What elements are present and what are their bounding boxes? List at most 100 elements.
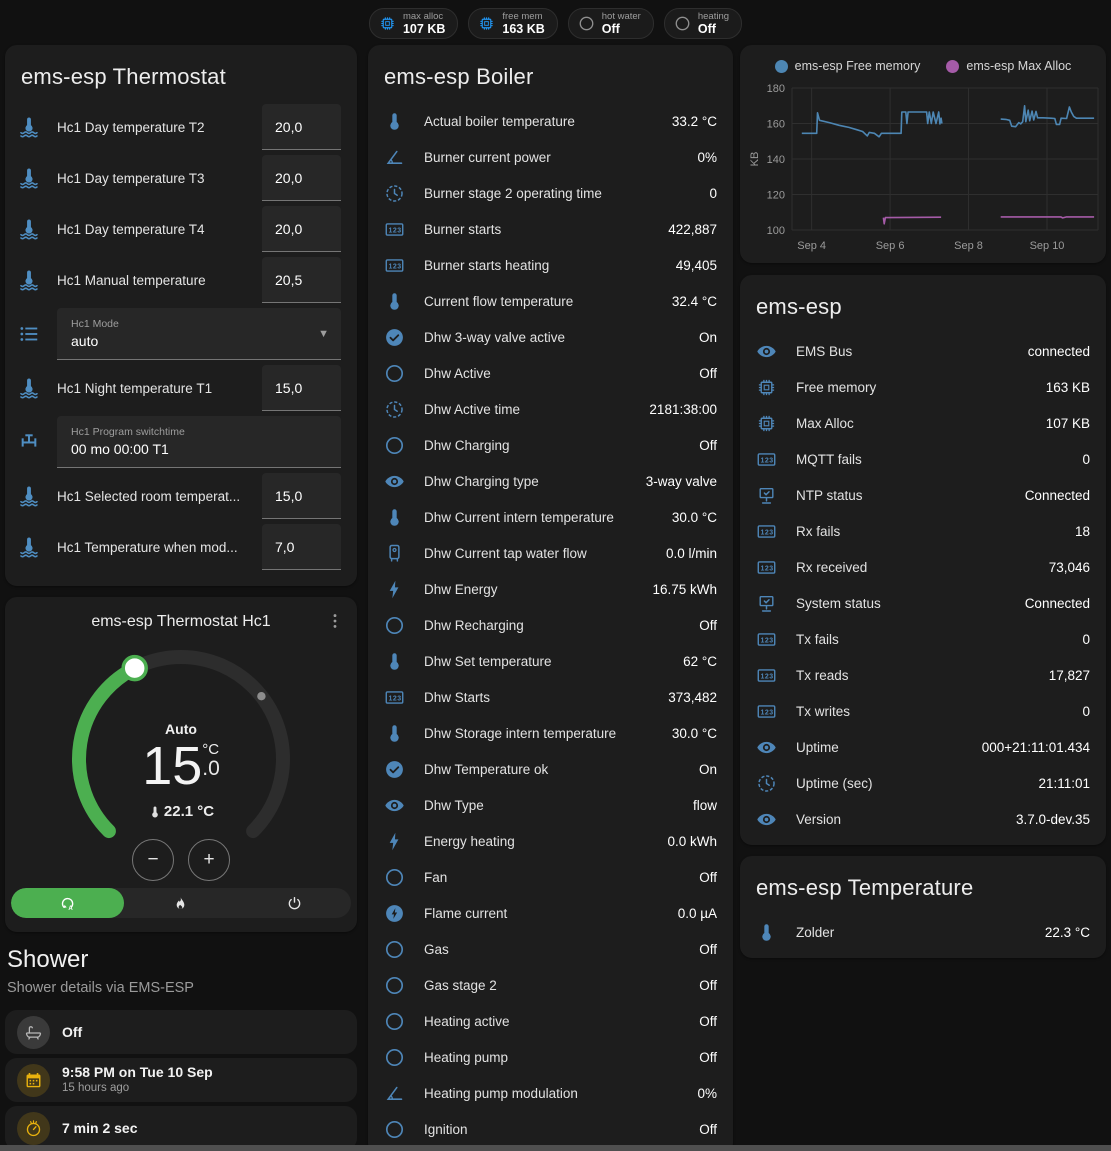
shower-card-0[interactable]: Off [5,1010,357,1054]
entity-row[interactable]: 1 2 3 Tx writes 0 [740,693,1106,729]
card-title: ems-esp Thermostat [21,64,226,89]
entity-row[interactable]: 1 2 3 Rx received 73,046 [740,549,1106,585]
entity-row[interactable]: Dhw Temperature ok On [368,751,733,787]
entity-row[interactable]: Dhw Active Off [368,355,733,391]
number-input[interactable]: 20,0 [262,104,341,150]
entity-row[interactable]: Dhw Storage intern temperature 30.0 °C [368,715,733,751]
entity-row[interactable]: Zolder 22.3 °C [740,914,1106,950]
entity-row[interactable]: Uptime (sec) 21:11:01 [740,765,1106,801]
status-chip-max-alloc[interactable]: max alloc 107 KB [368,8,459,39]
entity-row[interactable]: 1 2 3 Tx reads 17,827 [740,657,1106,693]
entity-value: Off [699,1049,717,1065]
number-input[interactable]: 20,0 [262,206,341,252]
shower-card-2[interactable]: 7 min 2 sec [5,1106,357,1150]
hvac-mode-auto-button[interactable]: A [11,888,125,918]
entity-row[interactable]: Dhw Charging Off [368,427,733,463]
circle-icon [384,435,408,456]
entity-row[interactable]: Dhw Type flow [368,787,733,823]
status-chip-free-mem[interactable]: free mem 163 KB [468,8,558,39]
horizontal-scrollbar[interactable] [0,1145,1111,1151]
entity-row[interactable]: Energy heating 0.0 kWh [368,823,733,859]
entity-row[interactable]: Dhw Energy 16.75 kWh [368,571,733,607]
entity-row[interactable]: 1 2 3 Burner starts heating 49,405 [368,247,733,283]
clock-icon [384,399,408,420]
hvac-mode-switcher: A [11,888,351,918]
mode-select[interactable]: Hc1 Mode auto ▼ [57,308,341,360]
number-input[interactable]: 20,5 [262,257,341,303]
temperature-card: ems-esp Temperature Zolder 22.3 °C [740,856,1106,958]
entity-row[interactable]: EMS Bus connected [740,333,1106,369]
field-label: Hc1 Day temperature T2 [57,119,205,135]
entity-row[interactable]: Gas Off [368,931,733,967]
entity-row[interactable]: 1 2 3 Burner starts 422,887 [368,211,733,247]
svg-text:3: 3 [397,227,401,234]
number-input[interactable]: 20,0 [262,155,341,201]
shower-card-1[interactable]: 9:58 PM on Tue 10 Sep 15 hours ago [5,1058,357,1102]
entity-row[interactable]: Fan Off [368,859,733,895]
svg-text:1: 1 [761,709,765,716]
entity-row[interactable]: Current flow temperature 32.4 °C [368,283,733,319]
thermometer-icon [384,507,408,528]
circle-icon [384,1011,408,1032]
dial-arc[interactable] [55,635,307,873]
entity-row[interactable]: System status Connected [740,585,1106,621]
entity-row[interactable]: Max Alloc 107 KB [740,405,1106,441]
temp-increase-button[interactable]: + [188,839,230,881]
legend-item[interactable]: ems-esp Free memory [774,59,920,73]
water-boiler-icon [384,543,408,564]
entity-row[interactable]: Burner stage 2 operating time 0 [368,175,733,211]
entity-row[interactable]: Ignition Off [368,1111,733,1147]
entity-row[interactable]: Free memory 163 KB [740,369,1106,405]
svg-text:1: 1 [761,565,765,572]
eye-icon [756,737,780,758]
temperature-entity-list: Zolder 22.3 °C [740,914,1106,958]
number-input[interactable]: 15,0 [262,473,341,519]
entity-row[interactable]: Actual boiler temperature 33.2 °C [368,103,733,139]
entity-row[interactable]: NTP status Connected [740,477,1106,513]
entity-row[interactable]: Dhw 3-way valve active On [368,319,733,355]
card-menu-button[interactable] [321,607,349,635]
entity-value: 73,046 [1048,559,1090,575]
status-chip-heating[interactable]: heating Off [663,8,743,39]
entity-row[interactable]: Dhw Charging type 3-way valve [368,463,733,499]
entity-row[interactable]: 1 2 3 Tx fails 0 [740,621,1106,657]
entity-label: Tx writes [796,703,850,719]
number-input[interactable]: 15,0 [262,365,341,411]
entity-row[interactable]: Burner current power 0% [368,139,733,175]
entity-row[interactable]: Heating pump modulation 0% [368,1075,733,1111]
coolant-thermometer-icon [20,270,38,291]
field-label: Hc1 Day temperature T3 [57,170,205,186]
status-chip-hot-water[interactable]: hot water Off [567,8,654,39]
svg-text:2: 2 [393,695,397,702]
entity-row[interactable]: Flame current 0.0 µA [368,895,733,931]
target-temp-knob[interactable] [121,654,148,682]
hvac-mode-off-button[interactable] [238,888,351,918]
entity-row[interactable]: 1 2 3 MQTT fails 0 [740,441,1106,477]
temp-decrease-button[interactable]: − [132,839,174,881]
entity-value: 422,887 [668,221,717,237]
entity-row[interactable]: 1 2 3 Rx fails 18 [740,513,1106,549]
entity-row[interactable]: Dhw Set temperature 62 °C [368,643,733,679]
entity-row[interactable]: Dhw Active time 2181:38:00 [368,391,733,427]
entity-label: Burner stage 2 operating time [424,185,602,201]
entity-row[interactable]: Dhw Current tap water flow 0.0 l/min [368,535,733,571]
entity-row[interactable]: Heating pump Off [368,1039,733,1075]
entity-row[interactable]: Gas stage 2 Off [368,967,733,1003]
text-input[interactable]: Hc1 Program switchtime 00 mo 00:00 T1 [57,416,341,468]
hvac-mode-heat-button[interactable] [124,888,237,918]
coolant-thermometer-icon [20,168,38,189]
chip-value: Off [601,22,620,36]
entity-row[interactable]: Version 3.7.0-dev.35 [740,801,1106,837]
thermometer-icon [384,651,408,672]
legend-dot [774,59,788,73]
entity-row[interactable]: Uptime 000+21:11:01.434 [740,729,1106,765]
number-input[interactable]: 7,0 [262,524,341,570]
entity-row[interactable]: Heating active Off [368,1003,733,1039]
angle-icon [386,1086,403,1100]
entity-row[interactable]: 1 2 3 Dhw Starts 373,482 [368,679,733,715]
network-icon [759,487,774,504]
entity-row[interactable]: Dhw Current intern temperature 30.0 °C [368,499,733,535]
entity-row[interactable]: Dhw Recharging Off [368,607,733,643]
valve-icon [21,434,37,447]
legend-item[interactable]: ems-esp Max Alloc [946,59,1071,73]
